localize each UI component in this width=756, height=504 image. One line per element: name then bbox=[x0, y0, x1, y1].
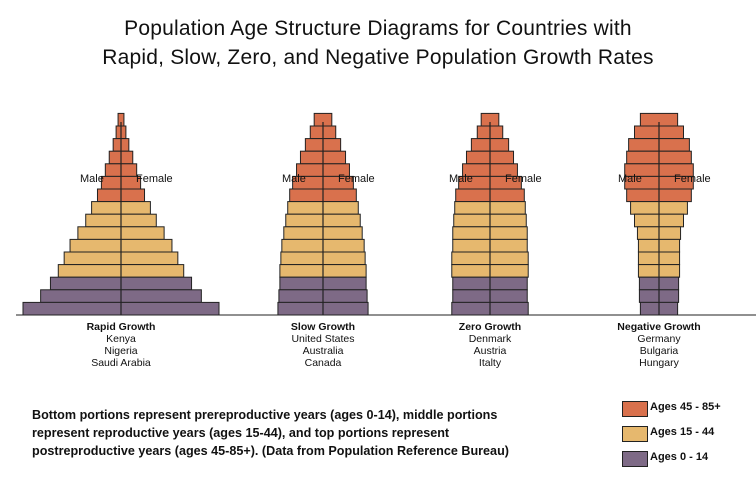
male-label-4: Male bbox=[618, 173, 642, 185]
pyramid-title-1: Rapid Growth bbox=[87, 321, 156, 333]
female-label-3: Female bbox=[505, 173, 542, 185]
footnote-line-3: postreproductive years (ages 45-85+). (D… bbox=[32, 444, 509, 458]
legend-swatch-repro bbox=[622, 426, 648, 442]
country-label-1-3: Saudi Arabia bbox=[91, 357, 151, 369]
legend-swatch-post bbox=[622, 401, 648, 417]
country-label-1-1: Kenya bbox=[106, 333, 136, 345]
country-label-4-3: Hungary bbox=[639, 357, 679, 369]
female-label-4: Female bbox=[674, 173, 711, 185]
pyramid-title-4: Negative Growth bbox=[617, 321, 700, 333]
male-label-2: Male bbox=[282, 173, 306, 185]
country-label-2-2: Australia bbox=[303, 345, 344, 357]
footnote-line-2: represent reproductive years (ages 15-44… bbox=[32, 426, 450, 440]
legend-label-pre: Ages 0 - 14 bbox=[650, 451, 709, 463]
country-label-2-1: United States bbox=[291, 333, 354, 345]
legend-label-post: Ages 45 - 85+ bbox=[650, 401, 721, 413]
footnote: Bottom portions represent prereproductiv… bbox=[32, 406, 592, 460]
country-label-4-2: Bulgaria bbox=[640, 345, 679, 357]
title-line-2: Rapid, Slow, Zero, and Negative Populati… bbox=[102, 46, 654, 69]
pyramid-title-3: Zero Growth bbox=[459, 321, 521, 333]
legend-swatch-pre bbox=[622, 451, 648, 467]
country-label-1-2: Nigeria bbox=[104, 345, 137, 357]
title-line-1: Population Age Structure Diagrams for Co… bbox=[124, 17, 632, 40]
country-label-3-2: Austria bbox=[474, 345, 507, 357]
country-label-3-1: Denmark bbox=[469, 333, 512, 345]
footnote-line-1: Bottom portions represent prereproductiv… bbox=[32, 408, 498, 422]
female-label-1: Female bbox=[136, 173, 173, 185]
country-label-3-3: Italty bbox=[479, 357, 502, 369]
chart-title: Population Age Structure Diagrams for Co… bbox=[0, 14, 756, 72]
pyramid-title-2: Slow Growth bbox=[291, 321, 355, 333]
male-label-1: Male bbox=[80, 173, 104, 185]
country-label-2-3: Canada bbox=[305, 357, 342, 369]
female-label-2: Female bbox=[338, 173, 375, 185]
country-label-4-1: Germany bbox=[637, 333, 681, 345]
legend-label-repro: Ages 15 - 44 bbox=[650, 426, 715, 438]
male-label-3: Male bbox=[449, 173, 473, 185]
